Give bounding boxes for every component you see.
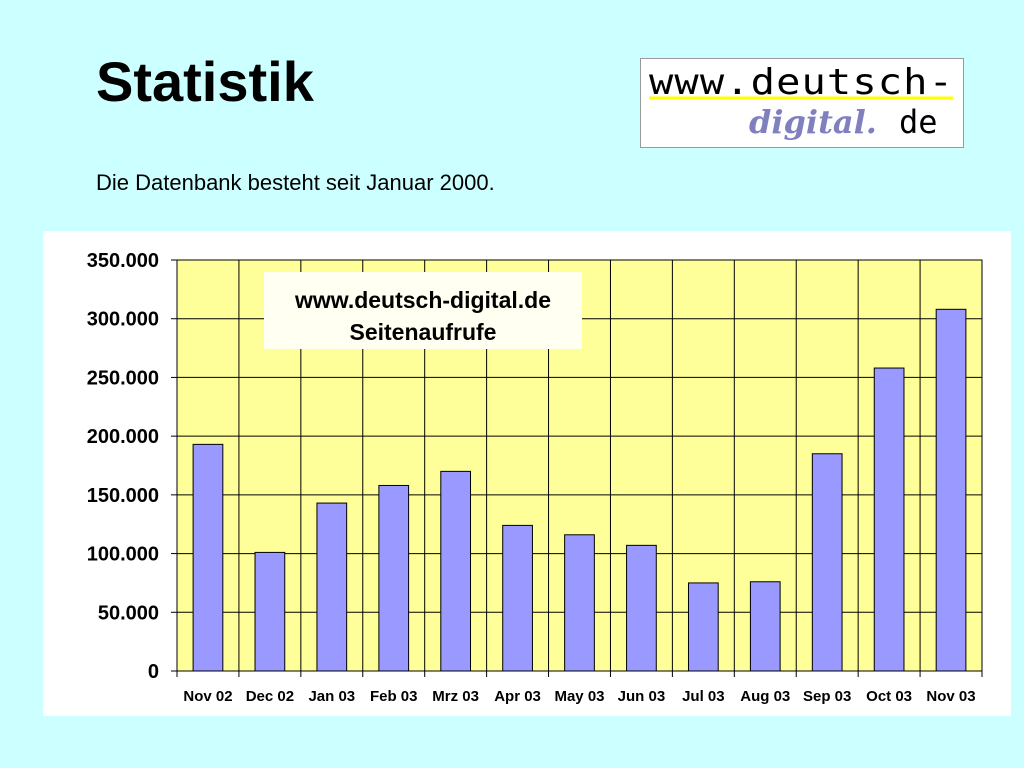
logo-line1: www.deutsch- [649, 62, 954, 103]
y-tick-label: 350.000 [87, 250, 159, 272]
y-tick-label: 200.000 [87, 426, 159, 448]
bar-apr-03 [502, 524, 533, 672]
bar-jul-03 [687, 582, 719, 672]
y-tick-label: 100.000 [87, 544, 159, 566]
slide-title: Statistik [96, 50, 314, 113]
x-tick-label: May 03 [554, 688, 604, 705]
bar-mrz-03 [440, 470, 472, 672]
chart-title: www.deutsch-digital.de [294, 287, 551, 313]
x-tick-label: Nov 02 [183, 688, 232, 705]
site-logo: www.deutsch- digital. de [640, 58, 964, 148]
slide-subtitle: Die Datenbank besteht seit Januar 2000. [96, 170, 495, 195]
bar-nov-03 [935, 308, 967, 672]
y-tick-label: 50.000 [98, 602, 159, 624]
x-tick-label: Mrz 03 [432, 688, 479, 705]
chart-subtitle: Seitenaufrufe [350, 319, 497, 345]
x-tick-label: Nov 03 [926, 688, 975, 705]
bar-dec-02 [254, 551, 286, 672]
y-tick-label: 250.000 [87, 367, 159, 389]
y-tick-label: 150.000 [87, 485, 159, 507]
bar-jun-03 [626, 544, 657, 672]
chart-title-box: www.deutsch-digital.de Seitenaufrufe [264, 272, 582, 349]
x-tick-label: Apr 03 [494, 688, 541, 705]
x-tick-label: Dec 02 [246, 688, 294, 705]
bar-nov-02 [192, 443, 224, 672]
x-tick-label: Jan 03 [308, 688, 355, 705]
x-tick-label: Feb 03 [370, 688, 418, 705]
y-tick-label: 0 [148, 661, 159, 683]
y-tick-label: 300.000 [87, 309, 159, 331]
x-tick-label: Sep 03 [803, 688, 851, 705]
chart-frame: 0 50.000 100.000 150.000 200.000 250.000 300.0… [43, 231, 1011, 716]
bar-chart: 0 50.000 100.000 150.000 200.000 250.000 300.0… [87, 250, 983, 705]
x-tick-label: Jul 03 [682, 688, 725, 705]
bar-aug-03 [749, 581, 781, 672]
x-tick-label: Aug 03 [740, 688, 790, 705]
bar-may-03 [564, 534, 595, 672]
x-tick-label: Oct 03 [866, 688, 912, 705]
bar-sep-03 [811, 453, 843, 672]
bar-oct-03 [873, 367, 905, 672]
logo-line2: digital. [749, 103, 877, 141]
bar-feb-03 [378, 484, 410, 672]
logo-line3: de [899, 103, 938, 141]
x-tick-label: Jun 03 [618, 688, 666, 705]
bar-jan-03 [316, 502, 348, 672]
